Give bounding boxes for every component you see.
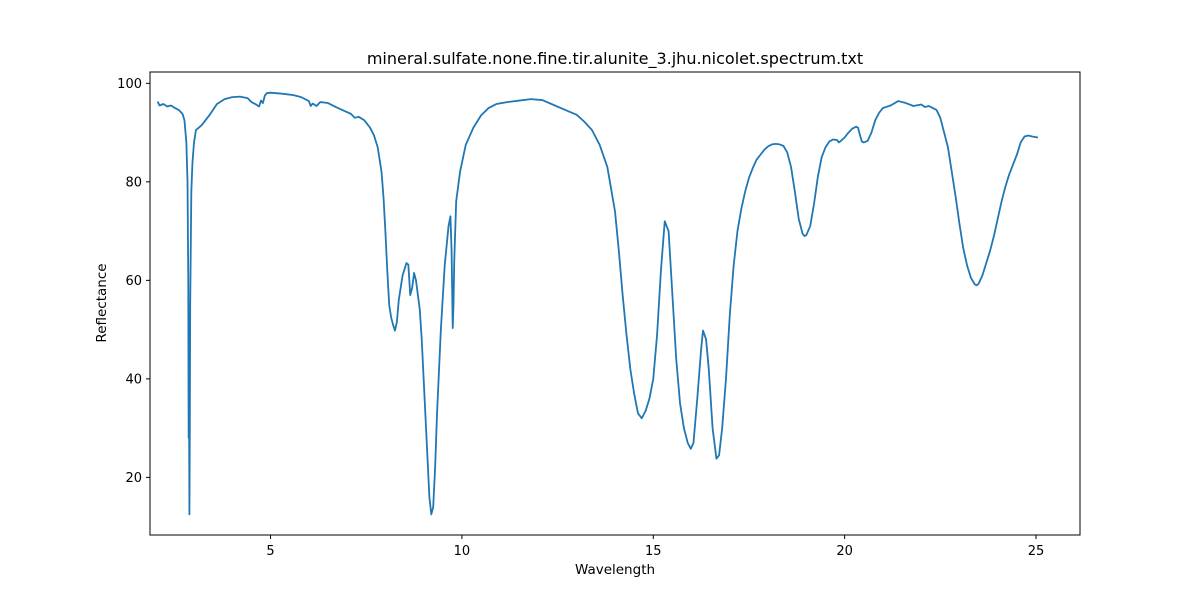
x-tick-label: 10	[454, 544, 471, 559]
y-tick-label: 20	[125, 471, 142, 486]
y-tick-label: 60	[125, 274, 142, 289]
x-axis-label: Wavelength	[575, 562, 655, 578]
series-line	[156, 91, 1039, 516]
y-axis-label: Reflectance	[94, 263, 110, 342]
chart-title: mineral.sulfate.none.fine.tir.alunite_3.…	[367, 49, 863, 69]
y-tick-label: 100	[117, 77, 142, 92]
y-tick-label: 80	[125, 175, 142, 190]
x-tick-label: 5	[266, 544, 274, 559]
plot-area	[149, 71, 1081, 536]
x-tick-label: 15	[645, 544, 662, 559]
y-axis: 20 40 60 80 100	[117, 77, 150, 486]
x-tick-label: 25	[1028, 544, 1045, 559]
y-tick-label: 40	[125, 372, 142, 387]
x-axis: 5 10 15 20 25	[266, 535, 1044, 559]
x-tick-label: 20	[836, 544, 853, 559]
